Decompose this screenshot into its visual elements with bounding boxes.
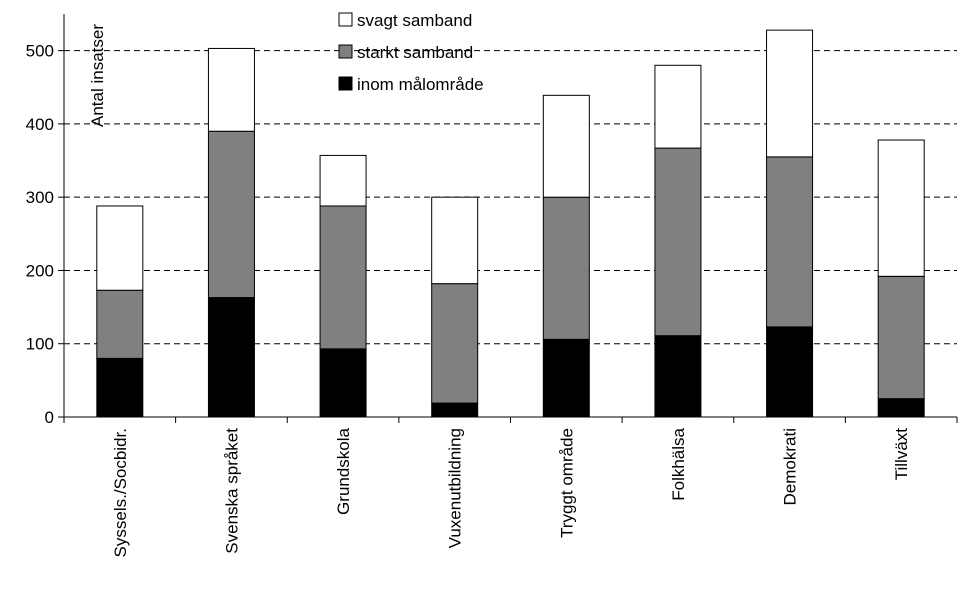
y-tick-label: 200 xyxy=(26,261,54,280)
bar-segment xyxy=(207,130,255,299)
x-tick-label: Vuxenutbildning xyxy=(446,428,465,548)
bar-segment xyxy=(319,154,367,207)
bar-segment xyxy=(654,147,702,337)
y-tick-label: 400 xyxy=(26,115,54,134)
axes xyxy=(63,14,957,418)
bar-segment xyxy=(877,139,925,277)
legend-label: starkt samband xyxy=(357,43,473,62)
y-axis-title: Antal insatser xyxy=(88,24,107,127)
bar-segment xyxy=(96,205,144,291)
y-tick-label: 500 xyxy=(26,42,54,61)
x-tick-label: Grundskola xyxy=(334,427,353,514)
bar-segment xyxy=(542,338,590,418)
bar-segment xyxy=(877,275,925,400)
bar-segment xyxy=(654,335,702,418)
bar-segment xyxy=(654,64,702,149)
bar-segment xyxy=(431,402,479,418)
bar-segment xyxy=(319,348,367,418)
bar-segment xyxy=(431,196,479,285)
bar-segment xyxy=(542,94,590,198)
bar-segment xyxy=(766,156,814,328)
y-tick-label: 0 xyxy=(45,408,54,427)
bar-segment xyxy=(96,289,144,359)
bar-segment xyxy=(877,398,925,418)
legend: svagt samband starkt samband inom målområd… xyxy=(338,11,484,94)
x-tick-label: Folkhälsa xyxy=(669,427,688,500)
bars xyxy=(96,29,925,418)
bar-segment xyxy=(319,205,367,350)
legend-label: inom målområde xyxy=(357,75,484,94)
bar-segment xyxy=(542,196,590,340)
bar-segment xyxy=(766,29,814,158)
bar-segment xyxy=(96,357,144,418)
legend-swatch xyxy=(338,76,353,91)
x-tick-label: Tillväxt xyxy=(892,428,911,481)
y-tick-labels: 0 100 200 300 400 500 xyxy=(26,42,64,427)
legend-label: svagt samband xyxy=(357,11,472,30)
y-tick-label: 300 xyxy=(26,188,54,207)
bar-segment xyxy=(207,47,255,132)
x-tick-label: Tryggt område xyxy=(557,428,576,538)
x-tick-label: Svenska språket xyxy=(222,428,241,554)
bar-segment xyxy=(207,297,255,418)
legend-swatch xyxy=(338,12,353,27)
x-tick-label: Syssels./Socbidr. xyxy=(111,428,130,557)
legend-swatch xyxy=(338,44,353,59)
bar-segment xyxy=(766,326,814,418)
y-tick-label: 100 xyxy=(26,335,54,354)
bar-segment xyxy=(431,283,479,404)
x-tick-labels: Syssels./Socbidr. Svenska språket Grundsko… xyxy=(63,417,958,557)
x-tick-label: Demokrati xyxy=(781,428,800,505)
gridlines xyxy=(64,50,957,345)
